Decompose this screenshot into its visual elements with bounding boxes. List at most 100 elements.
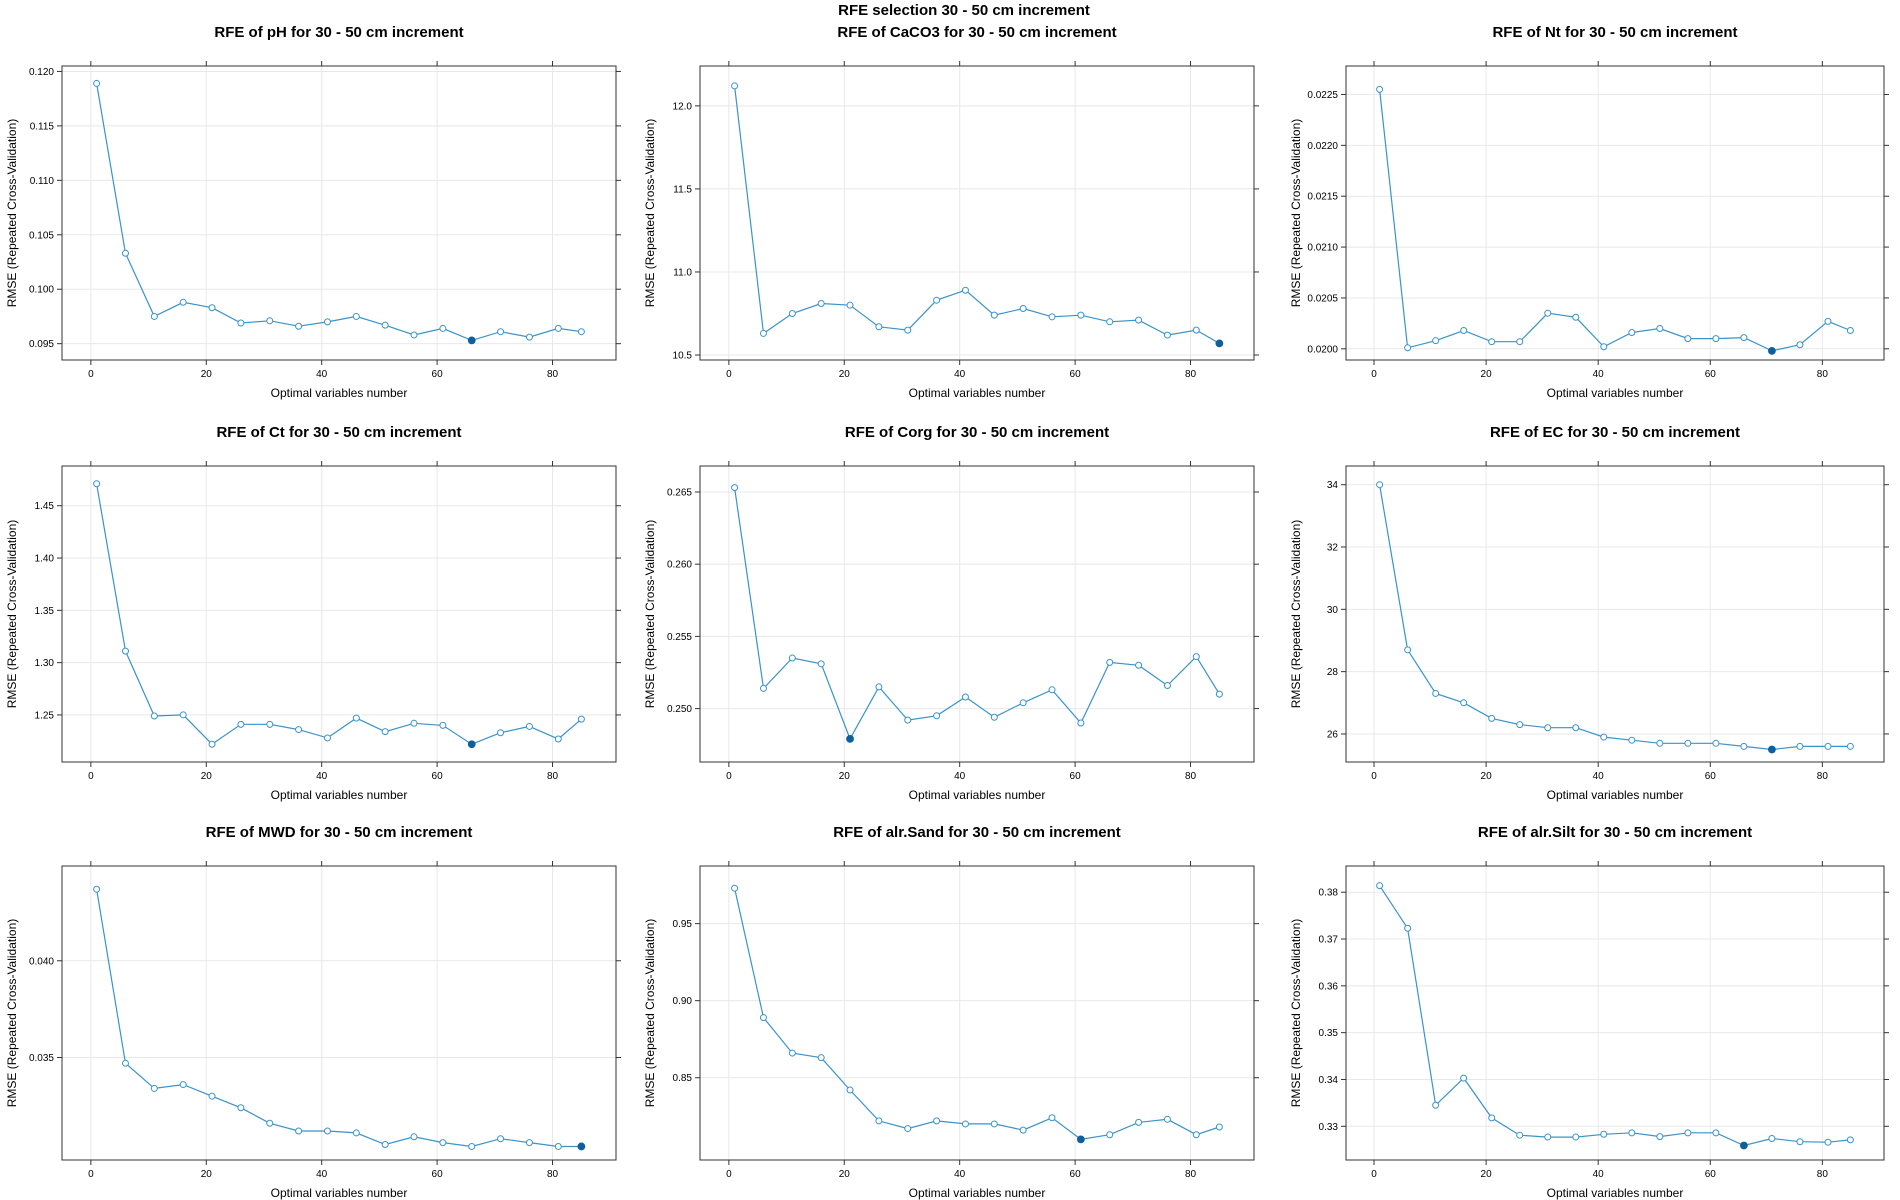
y-tick-label: 30 [1327, 605, 1339, 616]
data-point [817, 300, 825, 308]
y-tick-label: 32 [1327, 543, 1339, 554]
data-point [759, 329, 767, 337]
y-tick-label: 0.250 [667, 704, 692, 715]
x-tick-label: 20 [839, 1169, 851, 1180]
data-point [1544, 1133, 1552, 1141]
data-point [577, 328, 585, 336]
data-point [1163, 1115, 1171, 1123]
y-axis-label: RMSE (Repeated Cross-Validation) [5, 919, 19, 1108]
data-point [1712, 739, 1720, 747]
x-tick-label: 0 [88, 1169, 94, 1180]
series-line [1379, 484, 1851, 751]
x-tick-label: 20 [839, 771, 851, 782]
data-point [1019, 699, 1027, 707]
panel-title: RFE of EC for 30 - 50 cm increment [1490, 424, 1740, 441]
data-point [497, 1135, 505, 1143]
x-axis-label: Optimal variables number [1547, 788, 1684, 802]
x-tick-label: 0 [88, 369, 94, 380]
data-point [93, 885, 101, 893]
y-tick-label: 0.95 [673, 919, 693, 930]
data-point [150, 712, 158, 720]
data-point [731, 82, 739, 90]
chart-panel-8: RFE of alr.Sand for 30 - 50 cm increment… [643, 824, 1259, 1200]
gridlines [700, 466, 1254, 762]
data-point [1019, 1126, 1027, 1134]
data-point [352, 1129, 360, 1137]
x-tick-label: 40 [1593, 1169, 1605, 1180]
data-point [933, 1117, 941, 1125]
data-point [468, 1142, 476, 1150]
x-tick-label: 80 [1817, 1169, 1829, 1180]
data-point [904, 326, 912, 334]
x-tick-label: 40 [1593, 369, 1605, 380]
x-tick-label: 60 [432, 369, 444, 380]
y-tick-label: 0.0205 [1307, 293, 1338, 304]
plot-frame [1345, 65, 1885, 361]
gridlines [62, 66, 616, 360]
data-point [179, 711, 187, 719]
data-point [1432, 689, 1440, 697]
x-axis: 0 20 40 60 80 [88, 461, 559, 782]
x-axis-label: Optimal variables number [271, 386, 408, 400]
data-point [1572, 313, 1580, 321]
data-point [1796, 742, 1804, 750]
x-axis-label: Optimal variables number [909, 386, 1046, 400]
panel-title: RFE of Nt for 30 - 50 cm increment [1492, 24, 1737, 41]
y-axis-label: RMSE (Repeated Cross-Validation) [5, 119, 19, 308]
plot-frame [699, 865, 1255, 1161]
x-axis: 0 20 40 60 80 [88, 61, 559, 380]
data-point [410, 1133, 418, 1141]
data-points [1376, 481, 1854, 754]
data-point [1404, 646, 1412, 654]
x-axis: 0 20 40 60 80 [726, 461, 1197, 782]
x-axis-label: Optimal variables number [1547, 386, 1684, 400]
data-point [990, 311, 998, 319]
data-point [1488, 714, 1496, 722]
series-line [734, 487, 1220, 741]
data-point [1192, 1131, 1200, 1139]
y-tick-label: 10.5 [673, 351, 693, 362]
data-point [1656, 324, 1664, 332]
data-points [1376, 882, 1854, 1150]
y-tick-label: 0.110 [30, 176, 55, 187]
x-tick-label: 80 [547, 369, 559, 380]
y-tick-label: 0.0215 [1307, 192, 1338, 203]
plot-frame [1345, 465, 1885, 763]
panels: RFE of pH for 30 - 50 cm increment 0 20 40 6… [5, 24, 1889, 1200]
data-point [1600, 1130, 1608, 1138]
y-axis: 0.33 0.34 0.35 0.36 0.37 0.38 [1319, 888, 1889, 1133]
x-axis: 0 20 40 60 80 [1371, 61, 1828, 380]
x-tick-label: 60 [432, 771, 444, 782]
data-point [1516, 721, 1524, 729]
data-point [121, 647, 129, 655]
best-point [1739, 1141, 1748, 1150]
data-point [1516, 338, 1524, 346]
data-point [1376, 481, 1384, 489]
data-point [990, 713, 998, 721]
data-point [1628, 736, 1636, 744]
x-tick-label: 80 [547, 771, 559, 782]
x-axis-label: Optimal variables number [1547, 1186, 1684, 1200]
y-axis-label: RMSE (Repeated Cross-Validation) [1289, 119, 1303, 308]
data-point [1600, 343, 1608, 351]
data-point [759, 684, 767, 692]
x-tick-label: 60 [1705, 771, 1717, 782]
series-line [96, 889, 582, 1148]
x-tick-label: 20 [839, 369, 851, 380]
panel-title: RFE of alr.Sand for 30 - 50 cm increment [833, 824, 1121, 841]
data-point [410, 719, 418, 727]
data-point [1106, 1131, 1114, 1139]
x-tick-label: 20 [1481, 771, 1493, 782]
y-tick-label: 0.33 [1319, 1122, 1339, 1133]
y-axis: 1.25 1.30 1.35 1.40 1.45 [35, 501, 621, 721]
data-point [1048, 686, 1056, 694]
x-axis: 0 20 40 60 80 [88, 861, 559, 1180]
data-point [788, 654, 796, 662]
y-tick-label: 0.85 [673, 1073, 693, 1084]
data-point [1740, 742, 1748, 750]
x-tick-label: 20 [201, 1169, 213, 1180]
data-point [323, 1127, 331, 1135]
x-tick-label: 0 [726, 1169, 732, 1180]
data-point [577, 715, 585, 723]
data-point [1488, 338, 1496, 346]
